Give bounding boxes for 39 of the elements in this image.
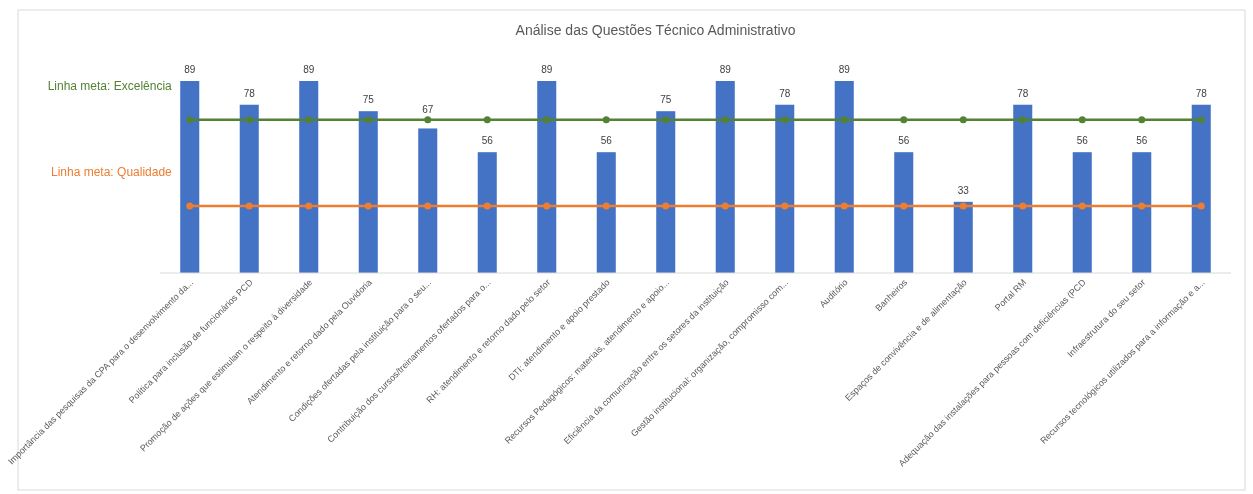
- bar: [894, 152, 914, 273]
- bar: [477, 152, 497, 273]
- data-label: 89: [541, 64, 553, 75]
- data-label: 67: [422, 103, 434, 115]
- bar: [180, 81, 200, 273]
- bar: [596, 152, 616, 273]
- bar: [358, 111, 378, 273]
- data-label: 89: [719, 64, 732, 75]
- bar: [715, 81, 735, 273]
- bar: [1191, 104, 1211, 273]
- data-label: 78: [779, 87, 791, 99]
- chart-title: Análise das Questões Técnico Administrativo: [515, 22, 796, 38]
- data-label: 75: [362, 94, 375, 106]
- bar: [1072, 152, 1092, 273]
- data-label: 78: [243, 87, 256, 99]
- text: Linha meta: Excelência: [47, 78, 173, 93]
- text: Linha meta: Qualidade: [51, 165, 173, 180]
- data-label: 78: [1017, 87, 1029, 99]
- bar: [1013, 104, 1033, 273]
- data-label: 56: [898, 135, 910, 147]
- bar: [418, 128, 438, 273]
- data-label: 75: [660, 94, 672, 106]
- bar: [1132, 152, 1152, 273]
- bar: [953, 201, 973, 273]
- bar: [656, 111, 676, 273]
- data-label: 56: [1076, 135, 1089, 147]
- bar: [239, 104, 259, 273]
- data-label: 33: [957, 184, 970, 196]
- bar: [775, 104, 795, 273]
- data-label: 56: [600, 135, 613, 147]
- data-label: 89: [184, 64, 196, 75]
- data-label: 89: [838, 64, 851, 75]
- bar: [299, 81, 319, 273]
- bar: [537, 81, 557, 273]
- data-label: 89: [303, 64, 315, 75]
- data-label: 56: [481, 135, 494, 147]
- data-label: 78: [1195, 87, 1208, 99]
- data-label: 56: [1136, 135, 1148, 147]
- bar: [834, 81, 854, 273]
